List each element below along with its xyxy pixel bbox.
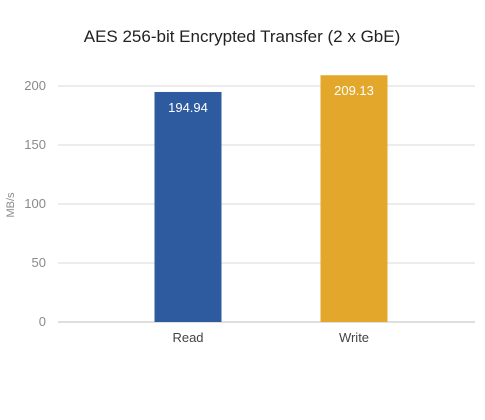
x-category-label: Read: [172, 330, 203, 345]
x-axis-categories: Read Write: [172, 330, 369, 345]
y-axis-title: MB/s: [5, 192, 17, 218]
y-tick-label: 150: [24, 137, 46, 152]
y-axis-ticks: 0 50 100 150 200: [24, 78, 46, 329]
y-tick-label: 0: [39, 314, 46, 329]
y-tick-label: 200: [24, 78, 46, 93]
bars: [154, 75, 388, 323]
bar-write: [320, 75, 388, 323]
chart-title: AES 256-bit Encrypted Transfer (2 x GbE): [84, 27, 401, 46]
gridlines: [58, 85, 475, 323]
y-tick-label: 50: [32, 255, 46, 270]
bar-read: [154, 91, 222, 323]
data-label: 209.13: [334, 83, 374, 98]
data-label: 194.94: [168, 100, 208, 115]
y-tick-label: 100: [24, 196, 46, 211]
x-category-label: Write: [339, 330, 369, 345]
data-labels: 194.94 209.13: [168, 83, 374, 115]
